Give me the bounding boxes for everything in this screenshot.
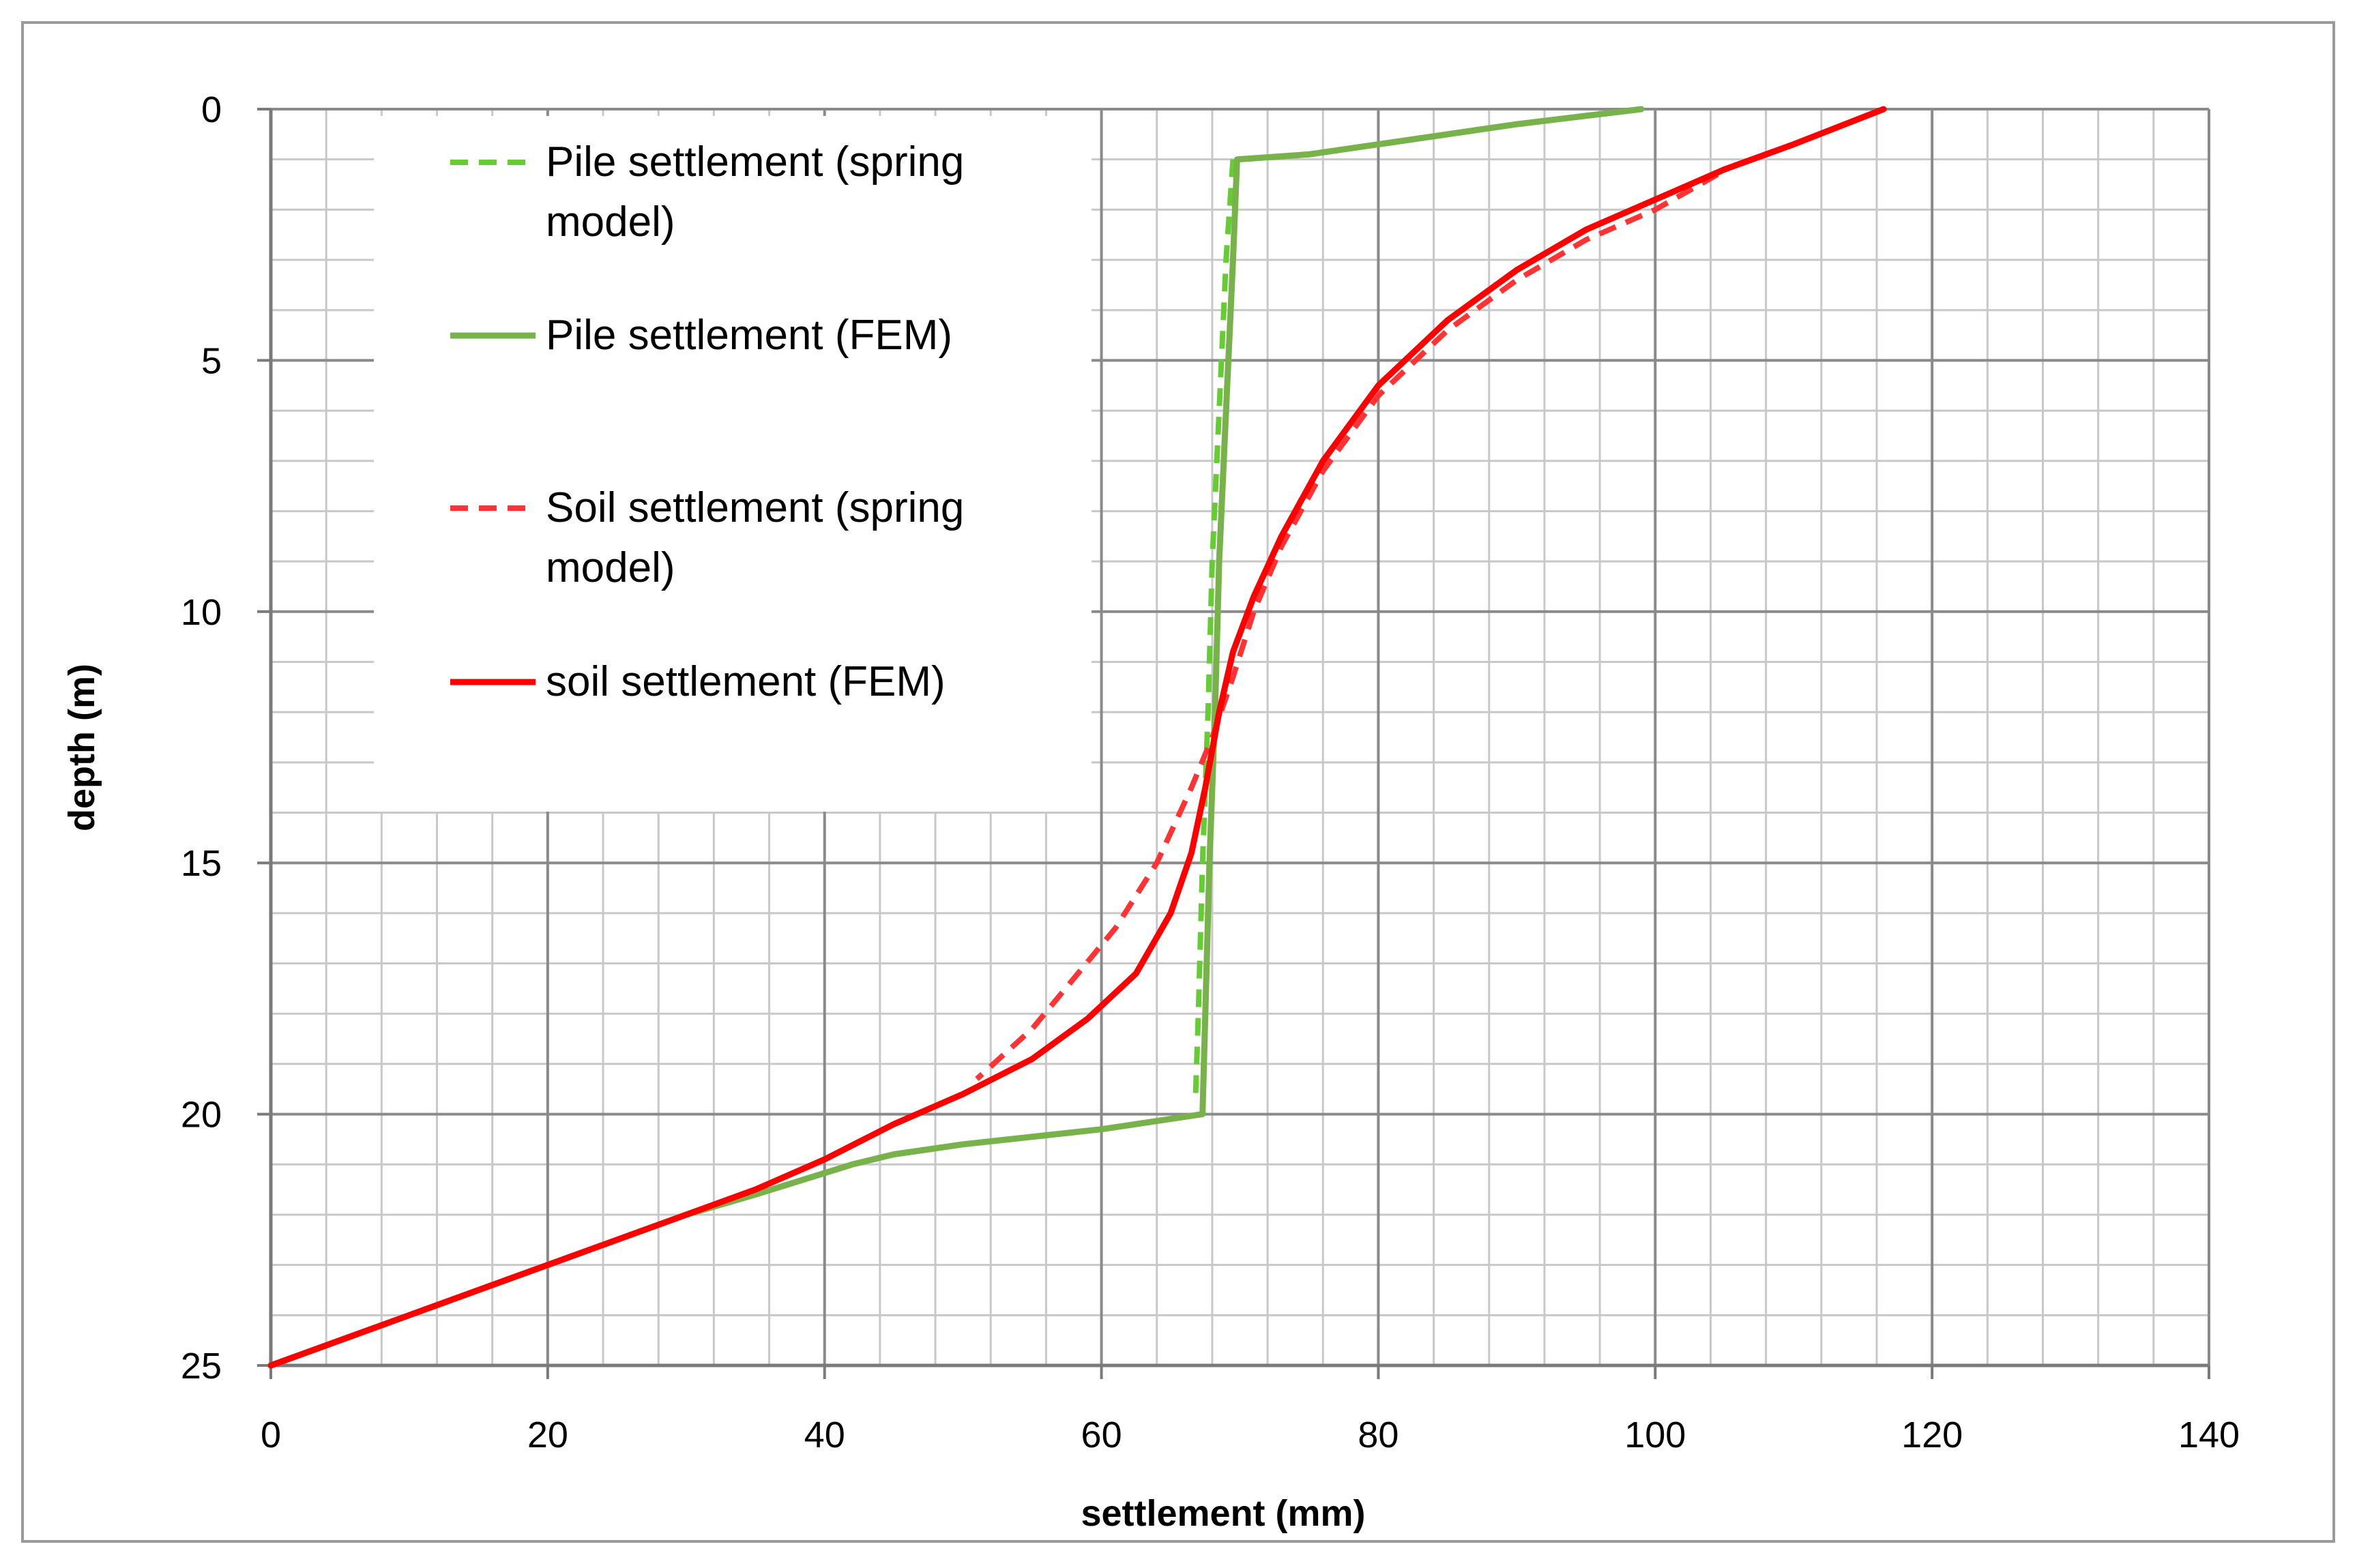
x-tick-label: 40	[804, 1415, 845, 1455]
legend-label-line: model)	[546, 198, 675, 246]
legend-label-line: soil settlement (FEM)	[546, 658, 946, 705]
legend-label-4: soil settlement (FEM)	[546, 658, 946, 705]
series-line-4	[267, 106, 1887, 1369]
x-tick-labels: 0 20 40 60 80 100 120 140	[261, 1415, 2240, 1455]
x-tick-label: 140	[2178, 1415, 2240, 1455]
y-tick-label: 15	[181, 843, 222, 884]
y-tick-label: 20	[181, 1095, 222, 1136]
y-tick-label: 5	[201, 340, 222, 381]
x-tick-label: 20	[527, 1415, 568, 1455]
series-layer	[267, 106, 1887, 1369]
legend-label-2: Pile settlement (FEM)	[546, 312, 952, 359]
legend-box	[374, 116, 1092, 812]
y-tick-label: 25	[181, 1346, 222, 1387]
y-tick-label: 10	[181, 592, 222, 633]
y-tick-labels: 0 5 10 15 20 25	[181, 89, 222, 1387]
axes	[257, 108, 2210, 1379]
x-axis-title: settlement (mm)	[1081, 1493, 1365, 1534]
legend: Pile settlement (spring model)Pile settle…	[374, 116, 1092, 812]
x-tick-label: 120	[1901, 1415, 1963, 1455]
legend-label-line: Pile settlement (spring	[546, 138, 964, 186]
legend-label-1: Pile settlement (spring model)	[546, 138, 964, 246]
legend-label-3: Soil settlement (spring model)	[546, 484, 964, 591]
legend-label-line: model)	[546, 544, 675, 591]
x-tick-label: 80	[1358, 1415, 1399, 1455]
y-axis-title: depth (m)	[61, 664, 102, 831]
series-line-1	[1192, 159, 1236, 1095]
y-tick-label: 0	[201, 89, 222, 130]
x-tick-label: 60	[1081, 1415, 1122, 1455]
legend-label-line: Pile settlement (FEM)	[546, 312, 952, 359]
x-tick-label: 100	[1624, 1415, 1686, 1455]
legend-label-line: Soil settlement (spring	[546, 484, 964, 531]
x-tick-label: 0	[261, 1415, 281, 1455]
